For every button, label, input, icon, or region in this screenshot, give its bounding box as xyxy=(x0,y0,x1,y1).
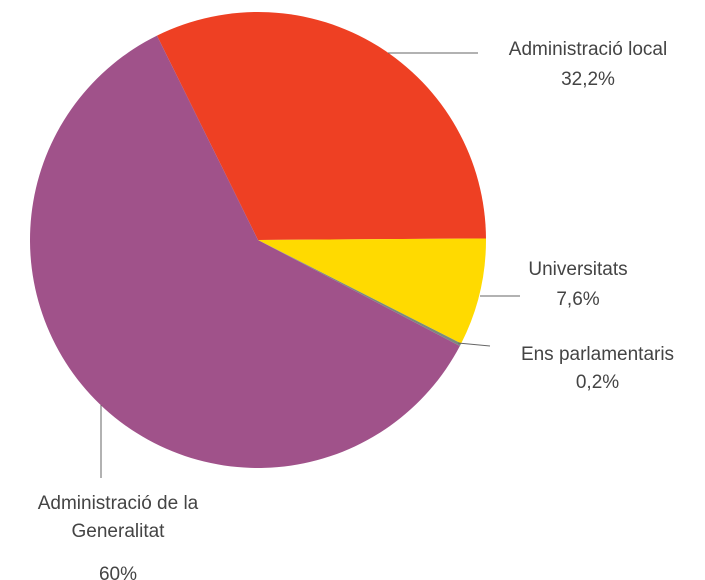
slice-label: Administració local xyxy=(508,39,668,60)
slice-value: 7,6% xyxy=(556,289,600,310)
pie-slice xyxy=(258,238,486,344)
pie-slice xyxy=(258,240,462,346)
leader-line xyxy=(457,342,491,347)
slice-value: 32,2% xyxy=(561,69,615,90)
pie-slice xyxy=(29,35,460,468)
slice-label: Administració de la Generalitat xyxy=(37,493,199,542)
slice-value: 60% xyxy=(98,564,138,580)
slice-label: Ens parlamentaris xyxy=(520,344,675,365)
slice-label: Universitats xyxy=(528,259,628,280)
pie-slice xyxy=(156,12,486,241)
slice-value: 0,2% xyxy=(575,372,620,393)
